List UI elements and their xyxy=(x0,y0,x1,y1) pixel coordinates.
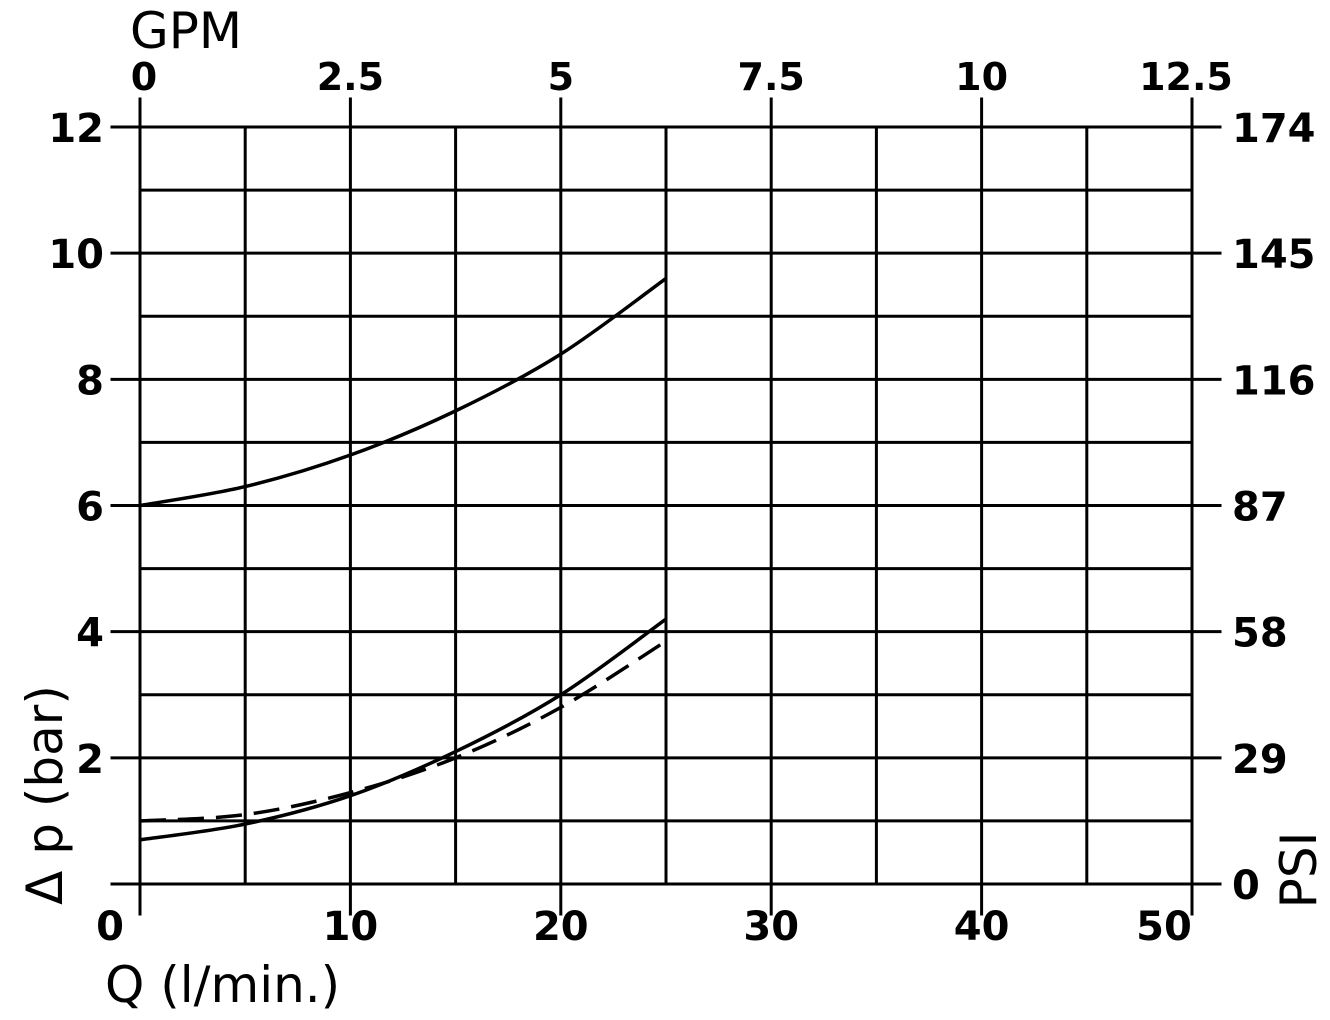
y-right-tick-label: 145 xyxy=(1232,232,1316,278)
x-top-axis-title: GPM xyxy=(130,2,242,60)
x-tick-label: 10 xyxy=(323,904,379,950)
y-right-tick-label: 116 xyxy=(1232,358,1316,404)
y-right-tick-label: 0 xyxy=(1232,863,1260,909)
x-tick-label: 20 xyxy=(533,904,589,950)
y-tick-label: 8 xyxy=(76,358,104,404)
x-top-tick-label: 10 xyxy=(955,55,1008,99)
series-line-1 xyxy=(139,276,668,508)
y-tick-label: 2 xyxy=(76,737,104,783)
labels-group: 0 10 20 30 40 50 0 2.5 5 7.5 10 12.5 2 4 6 8 10 12 0 29 58 87… xyxy=(16,2,1328,1014)
y-tick-label: 6 xyxy=(76,485,104,531)
x-tick-label: 30 xyxy=(743,904,799,950)
x-top-tick-label: 12.5 xyxy=(1139,55,1233,99)
x-tick-label: 0 xyxy=(96,904,124,950)
y-axis-title: Δ p (bar) xyxy=(16,685,74,905)
y-right-tick-label: 29 xyxy=(1232,737,1288,783)
x-top-tick-label: 2.5 xyxy=(317,55,384,99)
y-tick-label: 12 xyxy=(48,106,104,152)
x-top-tick-label: 5 xyxy=(548,55,574,99)
x-tick-label: 40 xyxy=(954,904,1010,950)
x-axis-title: Q (l/min.) xyxy=(105,956,340,1014)
x-top-tick-label: 0 xyxy=(131,55,157,99)
series-group xyxy=(139,276,668,842)
y-right-tick-label: 174 xyxy=(1232,106,1316,152)
y-tick-label: 10 xyxy=(48,232,104,278)
x-tick-label: 50 xyxy=(1136,904,1192,950)
y-right-tick-label: 87 xyxy=(1232,485,1288,531)
grid xyxy=(110,97,1222,916)
y-right-axis-title: PSI xyxy=(1270,832,1328,909)
y-tick-label: 4 xyxy=(76,611,104,657)
series-line-2 xyxy=(139,617,668,842)
y-right-tick-label: 58 xyxy=(1232,611,1288,657)
series-line-3 xyxy=(139,639,667,823)
x-top-tick-label: 7.5 xyxy=(738,55,805,99)
